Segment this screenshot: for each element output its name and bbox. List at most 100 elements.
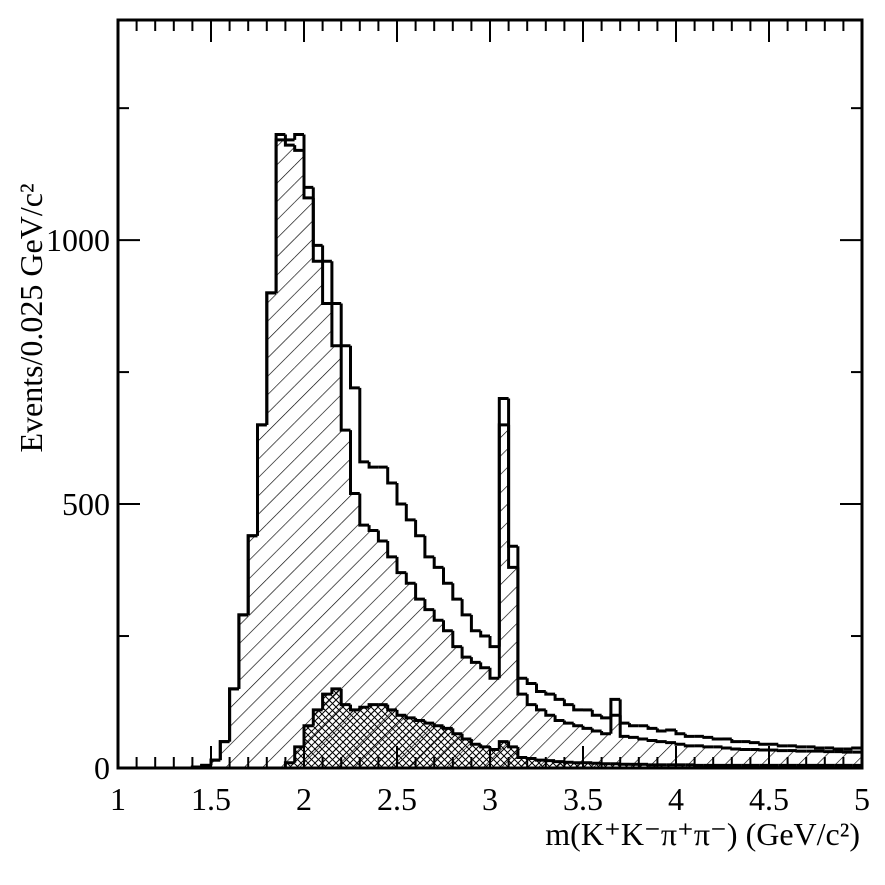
bar-outline <box>469 657 481 664</box>
histogram-bar <box>517 694 528 768</box>
histogram-bar <box>564 762 574 768</box>
histogram-bar <box>508 567 518 768</box>
bar-outline <box>646 725 658 730</box>
histogram-bar <box>322 694 332 768</box>
histogram-bar <box>499 741 509 768</box>
histogram-bar <box>536 709 546 768</box>
bar-outline <box>553 694 565 701</box>
histogram-bar <box>378 704 388 768</box>
bar-outline <box>274 138 286 293</box>
bar-outline <box>721 746 732 750</box>
histogram-bar <box>266 292 277 768</box>
histogram-bar <box>620 764 630 768</box>
histogram-bar <box>648 764 658 768</box>
histogram-bar <box>490 678 500 768</box>
histogram-bar <box>620 736 630 768</box>
bar-outline <box>562 760 574 764</box>
histogram-bar <box>703 746 714 768</box>
bar-outline <box>507 741 518 749</box>
bar-outline <box>730 738 742 744</box>
histogram-bar <box>685 764 695 768</box>
bar-outline <box>293 133 304 140</box>
histogram-bar <box>815 751 825 768</box>
bar-outline <box>665 741 676 745</box>
bar-outline <box>302 150 314 200</box>
histogram-bar <box>369 530 379 768</box>
histogram-bar <box>564 723 574 768</box>
histogram-bar <box>322 303 332 768</box>
histogram-bar <box>359 525 370 768</box>
bar-outline <box>702 745 714 749</box>
bar-outline <box>758 742 769 746</box>
bar-outline <box>600 731 611 736</box>
bar-outline <box>590 728 602 733</box>
bar-outline <box>600 762 611 766</box>
x-tick-label: 3 <box>482 781 498 817</box>
bar-outline <box>376 530 388 543</box>
bar-outline <box>237 613 249 689</box>
histogram-bar <box>610 763 621 768</box>
histogram-bar <box>592 731 602 768</box>
bar-outline <box>544 691 556 696</box>
x-tick-label: 1 <box>110 781 126 817</box>
histogram-bar <box>378 541 388 768</box>
bar-outline <box>479 744 490 749</box>
bar-outline <box>395 482 407 506</box>
histogram-bar <box>629 737 639 768</box>
x-tick-label: 1.5 <box>191 781 231 817</box>
bar-outline <box>730 747 742 751</box>
bar-outline <box>414 583 425 601</box>
histogram-bar <box>694 745 704 768</box>
bar-outline <box>311 197 323 263</box>
histogram-bar <box>248 535 258 768</box>
bar-outline <box>349 430 360 496</box>
bar-outline <box>367 525 379 532</box>
bar-outline <box>702 735 714 739</box>
bar-outline <box>432 723 444 728</box>
histogram-bar <box>685 745 695 768</box>
histogram-bar <box>508 746 518 768</box>
bar-outline <box>525 694 537 707</box>
histogram-bar <box>480 746 490 768</box>
bar-outline <box>442 620 453 633</box>
histogram-bar <box>527 704 537 768</box>
bar-outline <box>395 556 407 575</box>
bar-outline <box>358 387 370 464</box>
bar-outline <box>460 733 472 741</box>
histogram-bar <box>434 620 444 768</box>
bar-outline <box>795 745 807 749</box>
bar-outline <box>442 567 453 585</box>
bar-outline <box>609 713 621 734</box>
histogram-bar <box>341 430 351 768</box>
bar-outline <box>414 717 425 722</box>
histogram-bar <box>434 725 444 768</box>
x-tick-label: 2.5 <box>377 781 417 817</box>
bar-outline <box>674 729 686 736</box>
histogram-bar <box>211 760 221 768</box>
histogram-bar <box>834 751 844 768</box>
bar-outline <box>349 345 360 390</box>
bar-outline <box>321 692 332 710</box>
histogram-bar <box>843 752 853 768</box>
bar-outline <box>590 761 602 765</box>
bar-outline <box>637 737 649 741</box>
bar-outline <box>683 733 695 738</box>
histogram-bar <box>359 707 370 768</box>
histogram-bar <box>490 749 500 768</box>
histogram-bar <box>806 751 816 768</box>
bar-outline <box>655 740 667 744</box>
histogram-bar <box>238 614 249 768</box>
histogram-bar <box>331 688 342 768</box>
bar-outline <box>535 758 546 762</box>
bar-outline <box>293 745 304 763</box>
bar-outline <box>358 493 370 527</box>
bar-outline <box>330 303 342 348</box>
histogram-bar <box>657 764 667 768</box>
histogram-bar <box>387 709 397 768</box>
y-tick-label: 500 <box>62 486 110 522</box>
bar-outline <box>525 678 537 686</box>
bar-outline <box>535 704 546 712</box>
bar-outline <box>488 667 500 680</box>
x-tick-label: 4.5 <box>749 781 789 817</box>
